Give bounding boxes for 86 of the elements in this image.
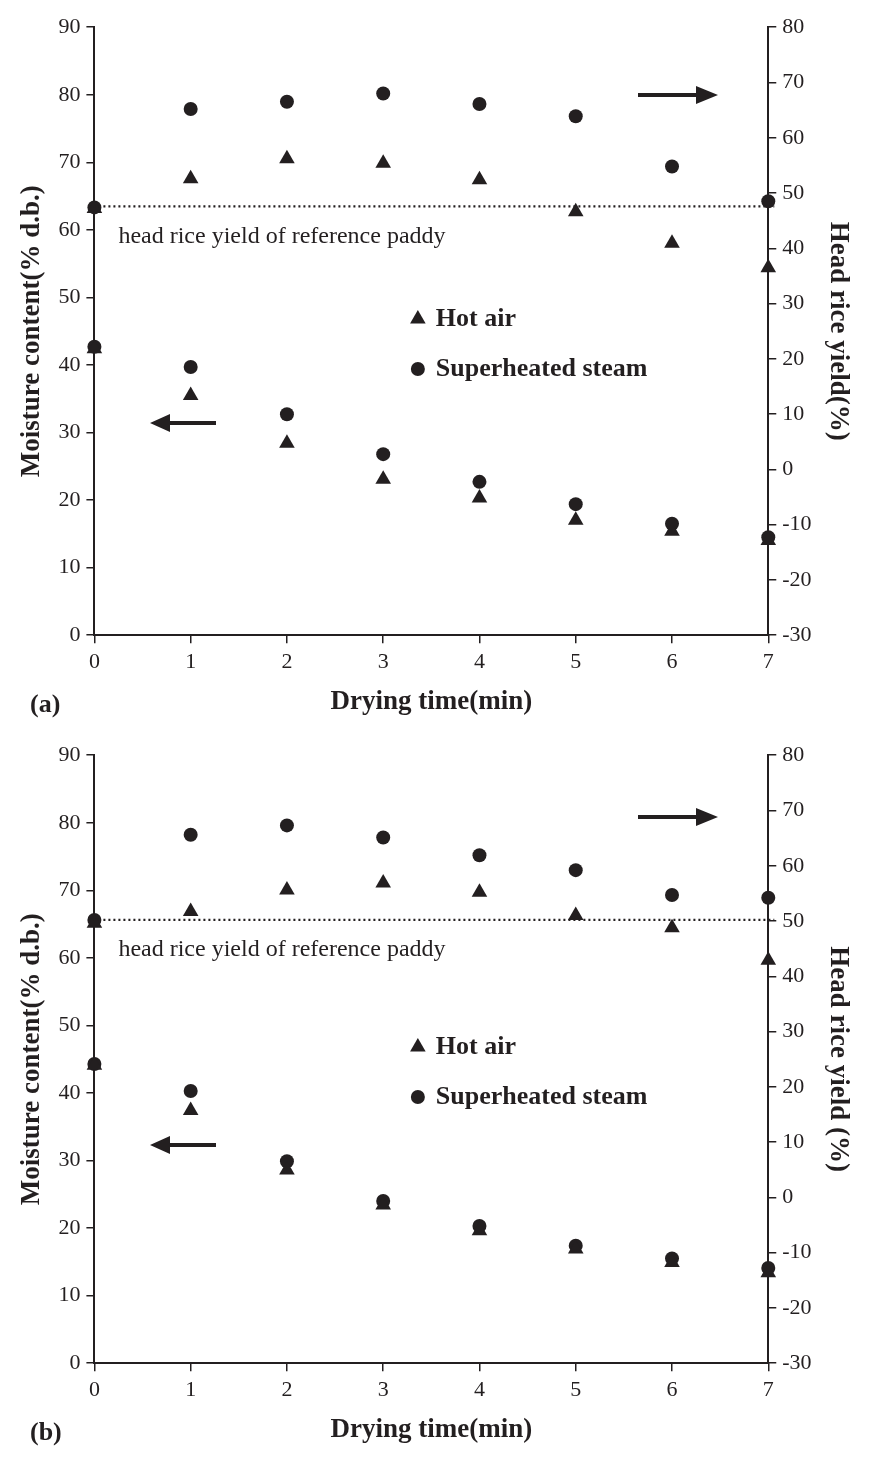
legend-label: Superheated steam [435, 352, 648, 382]
point [567, 511, 584, 525]
y2-tick-label: 80 [782, 740, 805, 766]
y2-tick-label: 30 [782, 1017, 805, 1043]
point [472, 474, 487, 489]
point [375, 470, 391, 484]
point [376, 447, 391, 462]
x-tick-label: 5 [570, 1376, 582, 1402]
y2-axis-title: Head rice yield (%) [824, 946, 855, 1173]
x-tick-label: 5 [570, 648, 582, 674]
x-axis-title: Drying time(min) [330, 684, 533, 715]
y-tick-label: 90 [58, 12, 81, 38]
text: (a) [30, 688, 61, 718]
y-tick-label: 70 [58, 148, 81, 174]
y2-tick-label: 0 [782, 455, 794, 481]
x-tick-label: 6 [666, 648, 678, 674]
x-tick-label: 7 [762, 648, 774, 674]
y-tick-label: 30 [58, 418, 81, 444]
text: (b) [30, 1416, 62, 1446]
x-tick-label: 2 [281, 1376, 293, 1402]
legend-label: Hot air [435, 302, 517, 332]
point [568, 497, 583, 512]
y-axis-title: Moisture content(% d.b.) [15, 913, 46, 1206]
point [279, 434, 295, 448]
x-tick-label: 4 [473, 648, 485, 674]
y-tick-label: 30 [58, 1146, 81, 1172]
y2-tick-label: 20 [782, 344, 805, 370]
y-tick-label: 80 [58, 808, 81, 834]
y2-tick-label: 70 [782, 796, 805, 822]
x-tick-label: 0 [88, 1376, 100, 1402]
x-tick-label: 6 [666, 1376, 678, 1402]
x-axis-title: Drying time(min) [330, 1412, 533, 1443]
y2-tick-label: 60 [782, 123, 805, 149]
x-tick-label: 3 [377, 648, 389, 674]
point [182, 1101, 199, 1116]
y-tick-label: 10 [58, 1281, 81, 1307]
ref-line-label: head rice yield of reference paddy [118, 935, 446, 962]
y-tick-label: 20 [58, 485, 81, 511]
y-tick-label: 10 [58, 553, 81, 579]
y2-tick-label: 30 [782, 289, 805, 315]
legend-label: Superheated steam [435, 1080, 648, 1110]
y2-tick-label: -10 [782, 1238, 812, 1264]
point [183, 1083, 198, 1098]
point [183, 360, 198, 374]
y2-tick-label: 40 [782, 962, 805, 988]
y-tick-label: 50 [58, 283, 81, 309]
y-tick-label: 60 [58, 943, 81, 969]
y-tick-label: 90 [58, 740, 81, 766]
y2-tick-label: 70 [782, 68, 805, 94]
point [471, 489, 488, 503]
y2-tick-label: -20 [782, 565, 812, 591]
y-tick-label: 40 [58, 1078, 81, 1104]
x-tick-label: 1 [185, 648, 197, 674]
y-tick-label: 0 [69, 1348, 81, 1374]
y-tick-label: 60 [58, 215, 81, 241]
y2-tick-label: 40 [782, 234, 805, 260]
y2-tick-label: -10 [782, 510, 812, 536]
y-tick-label: 80 [58, 80, 81, 106]
x-tick-label: 7 [762, 1376, 774, 1402]
y-tick-label: 20 [58, 1213, 81, 1239]
point [182, 386, 199, 400]
y2-tick-label: 20 [782, 1072, 805, 1098]
x-tick-label: 2 [281, 648, 293, 674]
y-tick-label: 50 [58, 1011, 81, 1037]
y2-tick-label: -20 [782, 1293, 812, 1319]
x-tick-label: 1 [185, 1376, 197, 1402]
legend-label: Hot air [435, 1030, 517, 1060]
y-tick-label: 70 [58, 876, 81, 902]
y2-axis-title: Head rice yield(%) [824, 221, 855, 441]
x-tick-label: 0 [88, 648, 100, 674]
point [279, 407, 294, 422]
x-tick-label: 3 [377, 1376, 389, 1402]
y2-tick-label: 0 [782, 1183, 794, 1209]
y2-tick-label: 10 [782, 399, 805, 425]
y-tick-label: 0 [69, 620, 81, 646]
y2-tick-label: -30 [782, 1348, 812, 1374]
x-tick-label: 4 [473, 1376, 485, 1402]
y-axis-title: Moisture content(% d.b.) [15, 185, 46, 478]
y2-tick-label: 60 [782, 851, 805, 877]
ref-line-label: head rice yield of reference paddy [118, 221, 446, 248]
y2-tick-label: 80 [782, 12, 805, 38]
y2-tick-label: 50 [782, 906, 805, 932]
y2-tick-label: -30 [782, 620, 812, 646]
y2-tick-label: 50 [782, 178, 805, 204]
y2-tick-label: 10 [782, 1127, 805, 1153]
y-tick-label: 40 [58, 350, 81, 376]
